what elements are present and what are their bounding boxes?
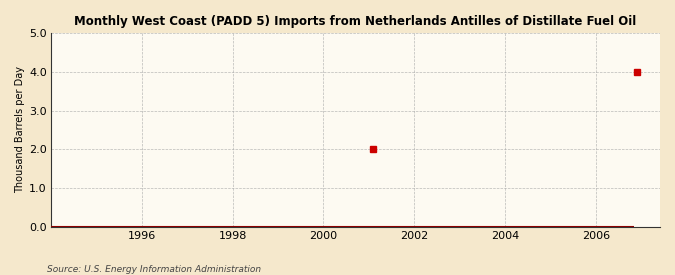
Y-axis label: Thousand Barrels per Day: Thousand Barrels per Day [15, 67, 25, 193]
Text: Source: U.S. Energy Information Administration: Source: U.S. Energy Information Administ… [47, 265, 261, 274]
Title: Monthly West Coast (PADD 5) Imports from Netherlands Antilles of Distillate Fuel: Monthly West Coast (PADD 5) Imports from… [74, 15, 637, 28]
